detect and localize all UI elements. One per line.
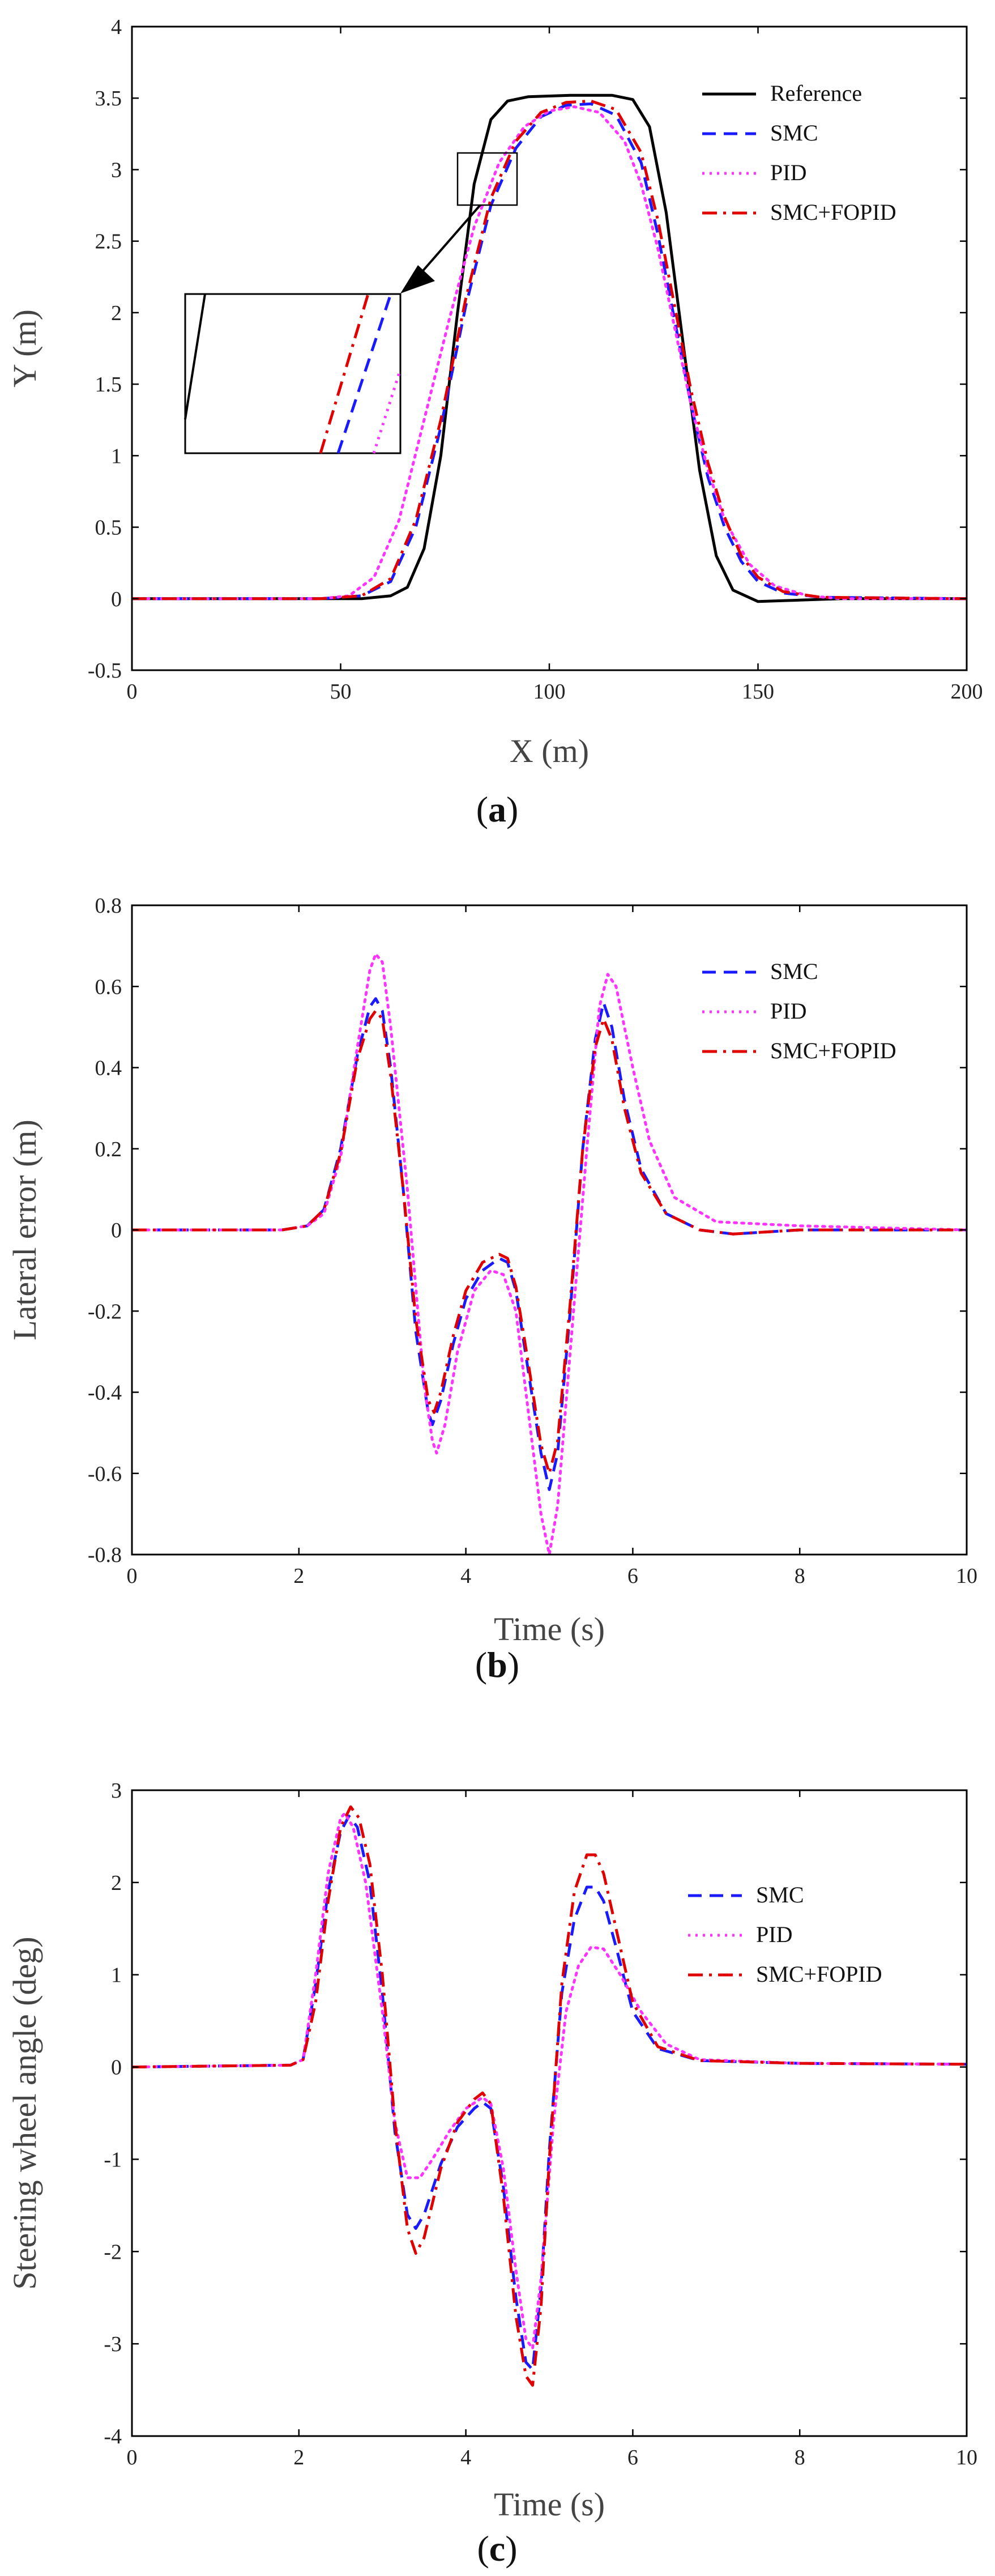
panel-c-xtick-label: 8 [795,2446,805,2469]
panel-c-y-axis-label: Steering wheel angle (deg) [6,1936,43,2289]
panel-b-xtick-label: 2 [293,1564,304,1588]
panel-b-ytick-label: 0.4 [95,1057,122,1080]
panel-a-ytick-label: 3.5 [95,87,122,110]
panel-b-plot-area: 0 2 4 6 8 10 -0.8 -0.6 -0.4 -0.2 0 0.2 0.4 0.6 0.8 Time… [6,894,977,1647]
panel-b-series-smc [132,997,967,1491]
panel-c-axes-frame [131,1789,968,2437]
panel-c-steering-angle: 0 2 4 6 8 10 -4 -3 -2 -1 0 1 2 3 Time (s) Steering whee… [6,1779,977,2569]
panel-a-inset-smc-line [336,293,392,454]
panel-a-legend-label: Reference [770,80,862,106]
panel-c-ytick-label: -3 [104,2332,122,2356]
panel-b-ytick-label: -0.6 [88,1462,122,1486]
panel-a-plot-area: 0 50 100 150 200-0.500.511.522.533.54X (m)Y … [6,15,983,769]
panel-b-series-group [132,952,967,1555]
panel-b-xtick-label: 0 [127,1564,138,1588]
panel-a-ytick-label: 0.5 [95,516,122,540]
panel-c-legend-label: PID [756,1922,792,1947]
panel-c-ytick-label: 0 [111,2056,122,2080]
panel-a-inset-reference-line [184,293,206,420]
panel-b-ytick-label: 0 [111,1219,122,1242]
panel-a-zoom-arrowhead [400,265,435,293]
panel-b-ytick-label: 0.8 [95,894,122,918]
panel-b-x-axis-label: Time (s) [494,1611,605,1647]
panel-a-y-axis-label: Y (m) [6,309,43,388]
panel-b-label: (b) [475,1645,519,1685]
panel-a-xtick-label: 200 [951,680,983,704]
panel-b-xtick-label: 6 [627,1564,638,1588]
panel-b-legend: SMC PID SMC+FOPID [702,959,896,1063]
panel-c-xtick-label: 0 [127,2446,138,2469]
panel-c-xtick-label: 10 [956,2446,977,2469]
panel-a-x-axis-label: X (m) [510,733,589,769]
panel-c-legend: SMC PID SMC+FOPID [688,1882,882,1987]
panel-a-ytick-label: 1.5 [95,373,122,397]
panel-a-series-smc [132,102,967,601]
panel-a-xtick-label: 150 [742,680,774,704]
panel-b-series-pid [132,952,967,1555]
panel-c-series-group [132,1805,967,2387]
panel-a-xtick-label: 100 [533,680,566,704]
panel-b-legend-label: SMC+FOPID [770,1038,896,1063]
panel-b-lateral-error: 0 2 4 6 8 10 -0.8 -0.6 -0.4 -0.2 0 0.2 0.4 0.6 0.8 Time… [6,894,977,1685]
panel-c-series-smc-fopid [132,1805,967,2387]
panel-c-ytick-label: -4 [104,2425,122,2449]
panel-c-xtick-label: 6 [627,2446,638,2469]
panel-b-ytick-label: 0.6 [95,975,122,999]
panel-a-xtick-label: 50 [330,680,352,704]
panel-c-legend-label: SMC+FOPID [756,1961,882,1987]
panel-c-legend-label: SMC [756,1882,804,1907]
panel-b-legend-label: PID [770,998,806,1024]
panel-a-series-group [132,93,967,603]
panel-c-plot-area: 0 2 4 6 8 10 -4 -3 -2 -1 0 1 2 3 Time (s) Steering whee… [6,1779,977,2523]
panel-a-series-smc-fopid [132,99,967,601]
panel-a-legend-label: PID [770,160,806,185]
panel-a-legend: Reference SMC PID SMC+FOPID [702,80,896,225]
panel-a-series-pid [132,105,967,601]
panel-a-inset-smcfopid-line [319,293,370,454]
panel-a-ytick-label: 0 [111,587,122,611]
panel-a-ytick-label: -0.5 [88,659,122,683]
panel-a-legend-label: SMC+FOPID [770,199,896,225]
panel-b-xtick-label: 4 [460,1564,471,1588]
panel-b-ytick-label: 0.2 [95,1138,122,1161]
panel-c-ytick-label: 2 [111,1871,122,1895]
panel-a-xtick-label: 0 [127,680,138,704]
panel-b-xtick-label: 10 [956,1564,977,1588]
panel-a-label: (a) [476,789,519,829]
panel-a-ytick-label: 4 [111,15,122,39]
panel-a-legend-label: SMC [770,120,818,146]
panel-c-ytick-label: 3 [111,1779,122,1803]
panel-c-xtick-label: 2 [293,2446,304,2469]
panel-a-zoom-region [456,152,518,206]
panel-b-ytick-label: -0.2 [88,1300,122,1323]
panel-b-series-smc-fopid [132,1009,967,1475]
panel-c-x-axis-label: Time (s) [494,2486,605,2523]
panel-c-series-pid [132,1812,967,2350]
panel-b-ytick-label: -0.4 [88,1381,122,1405]
panel-c-ytick-label: 1 [111,1964,122,1987]
panel-c-ytick-label: -2 [104,2240,122,2264]
panel-a-ytick-label: 1 [111,444,122,468]
panel-a-ytick-label: 3 [111,158,122,182]
panel-a-xy-trajectory: 0 50 100 150 200-0.500.511.522.533.54X (m)Y … [6,15,983,829]
panel-c-xtick-label: 4 [460,2446,471,2469]
panel-b-legend-label: SMC [770,959,818,984]
panel-a-ytick-label: 2.5 [95,230,122,254]
panel-c-label: (c) [477,2528,517,2569]
panel-a-ytick-label: 2 [111,301,122,325]
panel-b-ytick-label: -0.8 [88,1543,122,1567]
panel-a-inset [184,152,518,454]
panel-a-series-reference [132,93,967,603]
panel-c-ytick-label: -1 [104,2148,122,2171]
panel-a-zoom-arrow [421,204,481,273]
panel-a-inset-box [184,293,402,454]
panel-b-y-axis-label: Lateral error (m) [6,1119,43,1340]
panel-b-xtick-label: 8 [795,1564,805,1588]
